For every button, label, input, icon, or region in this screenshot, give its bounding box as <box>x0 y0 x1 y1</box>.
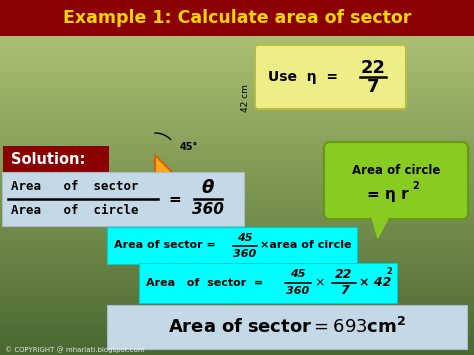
Text: 42 cm: 42 cm <box>241 84 250 113</box>
Text: 2: 2 <box>413 181 419 191</box>
Text: 7: 7 <box>367 78 379 96</box>
Text: =: = <box>168 191 181 207</box>
FancyBboxPatch shape <box>107 227 357 264</box>
FancyBboxPatch shape <box>0 0 474 36</box>
Text: Area   of  sector  =: Area of sector = <box>146 278 263 288</box>
FancyBboxPatch shape <box>255 45 406 109</box>
Text: ×area of circle: ×area of circle <box>260 240 352 251</box>
Text: 2: 2 <box>386 268 392 277</box>
Text: © COPYRIGHT @ mharlati.blogspot.com: © COPYRIGHT @ mharlati.blogspot.com <box>5 346 145 353</box>
Text: $\mathbf{Area\ of\ sector} = \mathit{693}\mathbf{cm}^{\mathbf{2}}$: $\mathbf{Area\ of\ sector} = \mathit{693… <box>168 317 406 337</box>
Text: 360: 360 <box>192 202 224 218</box>
Text: Solution:: Solution: <box>11 153 85 168</box>
Text: × 42: × 42 <box>359 277 392 289</box>
Text: 22: 22 <box>361 59 385 77</box>
Text: Example 1: Calculate area of sector: Example 1: Calculate area of sector <box>63 9 411 27</box>
FancyBboxPatch shape <box>2 172 244 226</box>
Text: Area of circle: Area of circle <box>352 164 440 177</box>
Text: 360: 360 <box>233 249 256 259</box>
Text: = η r: = η r <box>367 187 409 202</box>
FancyBboxPatch shape <box>107 305 467 349</box>
Text: Area   of  circle: Area of circle <box>11 204 138 218</box>
Text: θ: θ <box>202 179 214 197</box>
Text: ×: × <box>314 277 325 289</box>
FancyBboxPatch shape <box>139 263 397 303</box>
Polygon shape <box>371 213 391 238</box>
FancyBboxPatch shape <box>3 146 109 174</box>
Text: 45°: 45° <box>180 142 199 152</box>
Wedge shape <box>155 155 215 240</box>
Text: 360: 360 <box>286 286 310 296</box>
Text: 45: 45 <box>237 233 253 243</box>
Text: 7: 7 <box>340 284 348 297</box>
Text: 45: 45 <box>290 269 306 279</box>
FancyBboxPatch shape <box>324 142 468 219</box>
Text: Area   of  sector: Area of sector <box>11 180 138 193</box>
Text: Use  η  =: Use η = <box>268 70 338 84</box>
Text: 22: 22 <box>335 268 353 280</box>
Text: Area of sector =: Area of sector = <box>114 240 216 251</box>
